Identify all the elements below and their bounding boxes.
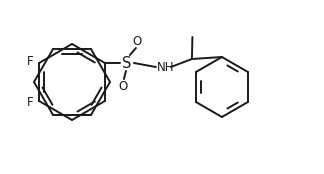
Text: O: O <box>118 80 128 93</box>
Text: F: F <box>27 96 33 109</box>
Text: O: O <box>132 34 142 48</box>
Text: NH: NH <box>157 61 174 73</box>
Text: S: S <box>122 56 132 70</box>
Text: F: F <box>27 54 33 68</box>
